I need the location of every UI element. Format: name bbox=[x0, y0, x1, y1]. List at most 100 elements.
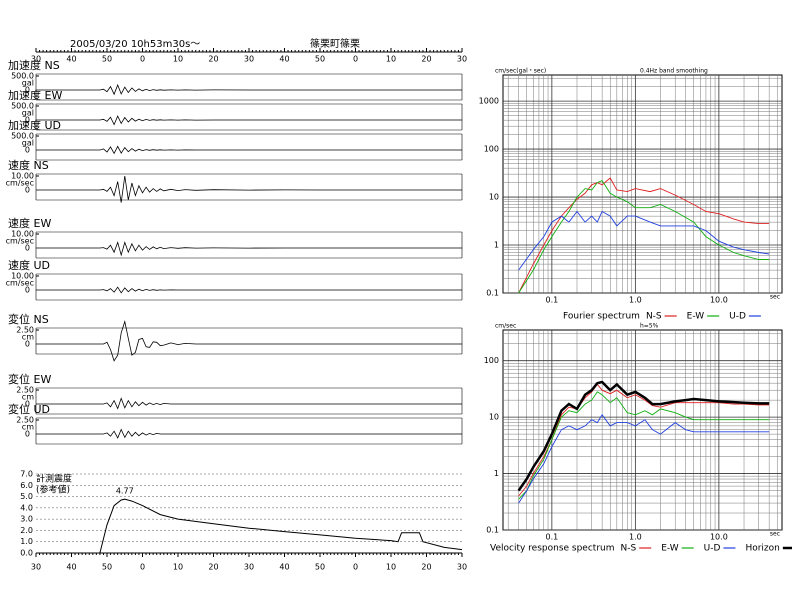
spectrum-line bbox=[518, 177, 770, 294]
waveform bbox=[36, 175, 462, 203]
legend-label: Horizon bbox=[745, 544, 779, 554]
x-tick-label: 40 bbox=[66, 55, 76, 64]
scale-label: 10.00 bbox=[11, 230, 34, 239]
x-tick-label: 0.1 bbox=[545, 296, 558, 305]
unit-label: cm/sec bbox=[6, 279, 34, 288]
plot-frame bbox=[502, 329, 783, 531]
scale-label: 10.00 bbox=[11, 272, 34, 281]
scale-label: 500.0 bbox=[11, 72, 34, 81]
trace-name: 速度 NS bbox=[8, 158, 49, 172]
spectrum-line bbox=[518, 180, 770, 294]
trace-name: 加速度 NS bbox=[8, 58, 60, 72]
note: 0.4Hz band smoothing bbox=[640, 68, 708, 75]
trace-name: 速度 EW bbox=[8, 216, 51, 230]
x-tick-label: 40 bbox=[279, 55, 289, 64]
zero-label: 0 bbox=[25, 146, 30, 155]
x-tick-label: 0 bbox=[353, 563, 358, 572]
y-tick-label: 1 bbox=[494, 469, 499, 478]
y-tick-label: 7.0 bbox=[20, 470, 33, 479]
y-tick-label: 1000 bbox=[479, 97, 499, 106]
x-tick-label: 50 bbox=[315, 563, 325, 572]
waveform bbox=[36, 428, 462, 439]
intensity-line bbox=[57, 498, 463, 554]
x-unit: sec bbox=[770, 294, 780, 301]
waveform bbox=[36, 145, 462, 155]
waveform bbox=[36, 286, 462, 294]
x-tick-label: 10.0 bbox=[710, 296, 728, 305]
x-tick-label: 0 bbox=[140, 563, 145, 572]
zero-label: 0 bbox=[25, 400, 30, 409]
trace-name: 速度 UD bbox=[8, 258, 50, 272]
x-tick-label: 30 bbox=[31, 55, 41, 64]
unit-label: cm bbox=[22, 393, 34, 402]
x-tick-label: 1.0 bbox=[629, 296, 642, 305]
x-tick-label: 10 bbox=[173, 563, 183, 572]
legend-title: Velocity response spectrum bbox=[490, 544, 615, 554]
scale-label: 500.0 bbox=[11, 102, 34, 111]
y-tick-label: 3.0 bbox=[20, 515, 33, 524]
peak-label: 4.77 bbox=[116, 487, 134, 496]
unit-label: cm bbox=[22, 423, 34, 432]
scale-label: 500.0 bbox=[11, 132, 34, 141]
y-tick-label: 5.0 bbox=[20, 492, 33, 501]
datetime: 2005/03/20 10h53m30s～ bbox=[70, 39, 200, 50]
x-tick-label: 0 bbox=[140, 55, 145, 64]
station: 篠栗町篠栗 bbox=[310, 37, 360, 50]
zero-label: 0 bbox=[25, 116, 30, 125]
trace-name: 変位 NS bbox=[8, 312, 49, 326]
scale-label: 2.50 bbox=[16, 386, 34, 395]
x-tick-label: 50 bbox=[102, 563, 112, 572]
y-tick-label: 100 bbox=[484, 356, 499, 365]
unit-label: cm/sec bbox=[6, 179, 34, 188]
unit-label: gal bbox=[22, 139, 34, 148]
y-tick-label: 2.0 bbox=[20, 526, 33, 535]
x-tick-label: 30 bbox=[244, 55, 254, 64]
x-tick-label: 30 bbox=[457, 563, 467, 572]
waveform bbox=[36, 397, 462, 410]
legend-label: E-W bbox=[661, 544, 679, 554]
zero-label: 0 bbox=[25, 430, 30, 439]
y-tick-label: 10 bbox=[489, 413, 499, 422]
x-tick-label: 30 bbox=[31, 563, 41, 572]
x-tick-label: 50 bbox=[315, 55, 325, 64]
spectrum-line bbox=[518, 210, 770, 271]
x-unit: sec bbox=[770, 531, 780, 538]
legend-title: Fourier spectrum bbox=[563, 312, 640, 322]
plot-frame bbox=[502, 74, 783, 294]
x-tick-label: 40 bbox=[66, 563, 76, 572]
x-tick-label: 0 bbox=[353, 55, 358, 64]
legend-label: U-D bbox=[729, 312, 746, 322]
unit-label: cm/sec bbox=[6, 237, 34, 246]
y-tick-label: 0.1 bbox=[486, 289, 499, 298]
trace-name: 加速度 UD bbox=[8, 118, 61, 132]
zero-label: 0 bbox=[25, 186, 30, 195]
trace-name: 変位 EW bbox=[8, 372, 51, 386]
y-tick-label: 0.0 bbox=[20, 549, 33, 558]
unit-label: gal bbox=[22, 79, 34, 88]
y-tick-label: 1 bbox=[494, 241, 499, 250]
x-tick-label: 30 bbox=[457, 55, 467, 64]
y-unit: cm/sec bbox=[495, 323, 516, 330]
x-tick-label: 20 bbox=[421, 563, 431, 572]
legend-label: N-S bbox=[621, 544, 637, 554]
unit-label: gal bbox=[22, 109, 34, 118]
unit-label: cm bbox=[22, 333, 34, 342]
legend-label: N-S bbox=[646, 312, 662, 322]
zero-label: 0 bbox=[25, 286, 30, 295]
trace-name: 加速度 EW bbox=[8, 88, 62, 102]
waveform bbox=[36, 83, 462, 96]
scale-label: 2.50 bbox=[16, 326, 34, 335]
x-tick-label: 10 bbox=[173, 55, 183, 64]
x-tick-label: 50 bbox=[102, 55, 112, 64]
legend-label: E-W bbox=[687, 312, 705, 322]
y-tick-label: 6.0 bbox=[20, 481, 33, 490]
zero-label: 0 bbox=[25, 340, 30, 349]
trace-name: 変位 UD bbox=[8, 402, 50, 416]
x-tick-label: 20 bbox=[208, 55, 218, 64]
x-tick-label: 20 bbox=[421, 55, 431, 64]
note: h=5% bbox=[640, 323, 659, 330]
x-tick-label: 0.1 bbox=[545, 533, 558, 542]
y-label: (参考値) bbox=[36, 484, 70, 496]
waveform bbox=[36, 320, 462, 362]
y-unit: cm/sec(gal・sec) bbox=[495, 68, 546, 75]
